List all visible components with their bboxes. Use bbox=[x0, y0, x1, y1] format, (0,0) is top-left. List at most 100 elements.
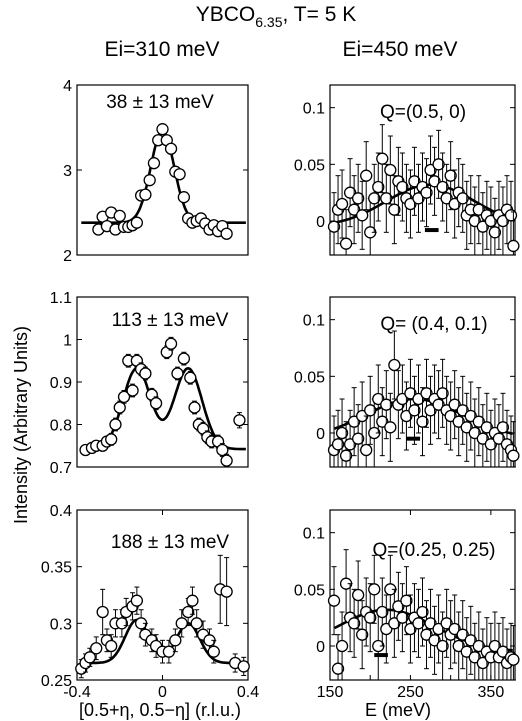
title-main: YBCO bbox=[196, 3, 256, 26]
data-point bbox=[335, 197, 349, 211]
y-tick-label: 0.3 bbox=[50, 616, 72, 633]
data-point bbox=[364, 611, 377, 624]
data-point bbox=[113, 209, 126, 223]
data-point bbox=[169, 634, 182, 647]
data-point bbox=[331, 662, 345, 675]
data-point bbox=[177, 352, 191, 365]
data-point bbox=[456, 192, 469, 205]
data-point bbox=[352, 588, 365, 602]
data-point bbox=[356, 209, 369, 222]
x-tick-label: 150 bbox=[317, 684, 344, 701]
data-point bbox=[412, 617, 425, 630]
data-point bbox=[384, 163, 397, 177]
data-point bbox=[96, 605, 109, 619]
y-tick-label: 0.1 bbox=[303, 313, 325, 330]
data-point bbox=[396, 180, 409, 194]
x-tick-label: 350 bbox=[478, 684, 505, 701]
panel-annotation: 38 ± 13 meV bbox=[106, 92, 214, 113]
data-point bbox=[156, 123, 169, 136]
plot-frame bbox=[329, 296, 516, 468]
data-point bbox=[376, 605, 389, 619]
x-tick-label: 250 bbox=[397, 684, 424, 701]
data-point bbox=[496, 421, 510, 434]
data-point bbox=[139, 367, 152, 380]
data-point bbox=[173, 168, 186, 181]
data-point bbox=[360, 169, 373, 182]
data-point bbox=[507, 449, 520, 462]
data-point bbox=[360, 443, 373, 457]
data-point bbox=[184, 371, 197, 384]
panel-right-middle: 0 0.05 0.1 Q= (0.4, 0.1) bbox=[294, 296, 520, 468]
data-point bbox=[186, 594, 199, 607]
data-point bbox=[380, 398, 393, 411]
data-point bbox=[507, 653, 520, 666]
y-tick-label: 0.1 bbox=[303, 526, 325, 543]
data-point bbox=[327, 220, 341, 233]
data-point bbox=[117, 390, 131, 404]
data-point bbox=[380, 192, 393, 205]
y-tick-label: 0.05 bbox=[294, 369, 325, 386]
data-point bbox=[347, 617, 361, 630]
y-tick-label: 3 bbox=[63, 163, 72, 180]
y-tick-label: 2 bbox=[63, 248, 72, 265]
x-tick-label: 0.4 bbox=[237, 684, 259, 701]
data-point bbox=[220, 585, 233, 598]
x-tick-label: 0 bbox=[158, 684, 167, 701]
y-tick-label: 0 bbox=[316, 639, 325, 656]
data-point bbox=[139, 188, 152, 201]
figure-title: YBCO6.35, T= 5 K bbox=[196, 3, 357, 30]
data-point bbox=[147, 157, 161, 170]
data-point bbox=[220, 227, 233, 240]
data-point bbox=[368, 583, 381, 596]
data-point bbox=[388, 358, 401, 372]
y-tick-label: 4 bbox=[63, 78, 72, 95]
data-point bbox=[216, 443, 229, 457]
panel-annotation: Q=(0.5, 0) bbox=[380, 102, 466, 123]
data-point bbox=[376, 152, 389, 165]
data-point bbox=[335, 639, 349, 653]
data-point bbox=[177, 191, 191, 204]
data-point bbox=[388, 203, 401, 216]
data-point bbox=[436, 639, 449, 653]
data-point bbox=[171, 367, 184, 380]
y-tick-label: 1 bbox=[63, 333, 72, 350]
data-point bbox=[83, 651, 96, 664]
data-point bbox=[400, 594, 413, 607]
data-point bbox=[396, 611, 409, 624]
title-tail: , T= 5 K bbox=[283, 3, 357, 26]
data-point bbox=[327, 594, 341, 607]
data-point bbox=[130, 594, 144, 607]
y-tick-label: 0.25 bbox=[41, 673, 72, 690]
data-point bbox=[149, 397, 163, 410]
y-tick-label: 0.05 bbox=[294, 582, 325, 599]
data-point bbox=[436, 180, 449, 194]
y-tick-label: 0.7 bbox=[50, 460, 72, 477]
data-point bbox=[364, 404, 377, 417]
data-point bbox=[420, 186, 433, 199]
y-tick-label: 0.05 bbox=[294, 157, 325, 174]
data-point bbox=[368, 192, 381, 205]
panel-annotation: Q= (0.4, 0.1) bbox=[380, 314, 487, 335]
data-point bbox=[190, 617, 203, 630]
data-point bbox=[126, 384, 139, 397]
data-point bbox=[444, 169, 457, 182]
panel-left-top: 2 3 4 38 ± 13 meV bbox=[63, 78, 249, 265]
data-point bbox=[130, 216, 144, 229]
data-point bbox=[335, 426, 349, 440]
data-point bbox=[188, 401, 201, 414]
panel-left-middle: 0.7 0.8 0.9 1 1.1 113 ± 13 meV bbox=[50, 290, 249, 477]
data-point bbox=[507, 239, 520, 253]
data-point bbox=[105, 639, 118, 653]
data-point bbox=[164, 142, 178, 155]
data-point bbox=[207, 645, 220, 658]
data-point bbox=[436, 387, 449, 400]
plot-frame bbox=[329, 84, 516, 256]
column-label-right: Ei=450 meV bbox=[343, 38, 458, 61]
column-label-left: Ei=310 meV bbox=[105, 38, 220, 61]
data-point bbox=[416, 415, 429, 428]
y-tick-label: 0.8 bbox=[50, 418, 72, 435]
y-tick-label: 0.9 bbox=[50, 375, 72, 392]
data-point bbox=[432, 158, 445, 171]
